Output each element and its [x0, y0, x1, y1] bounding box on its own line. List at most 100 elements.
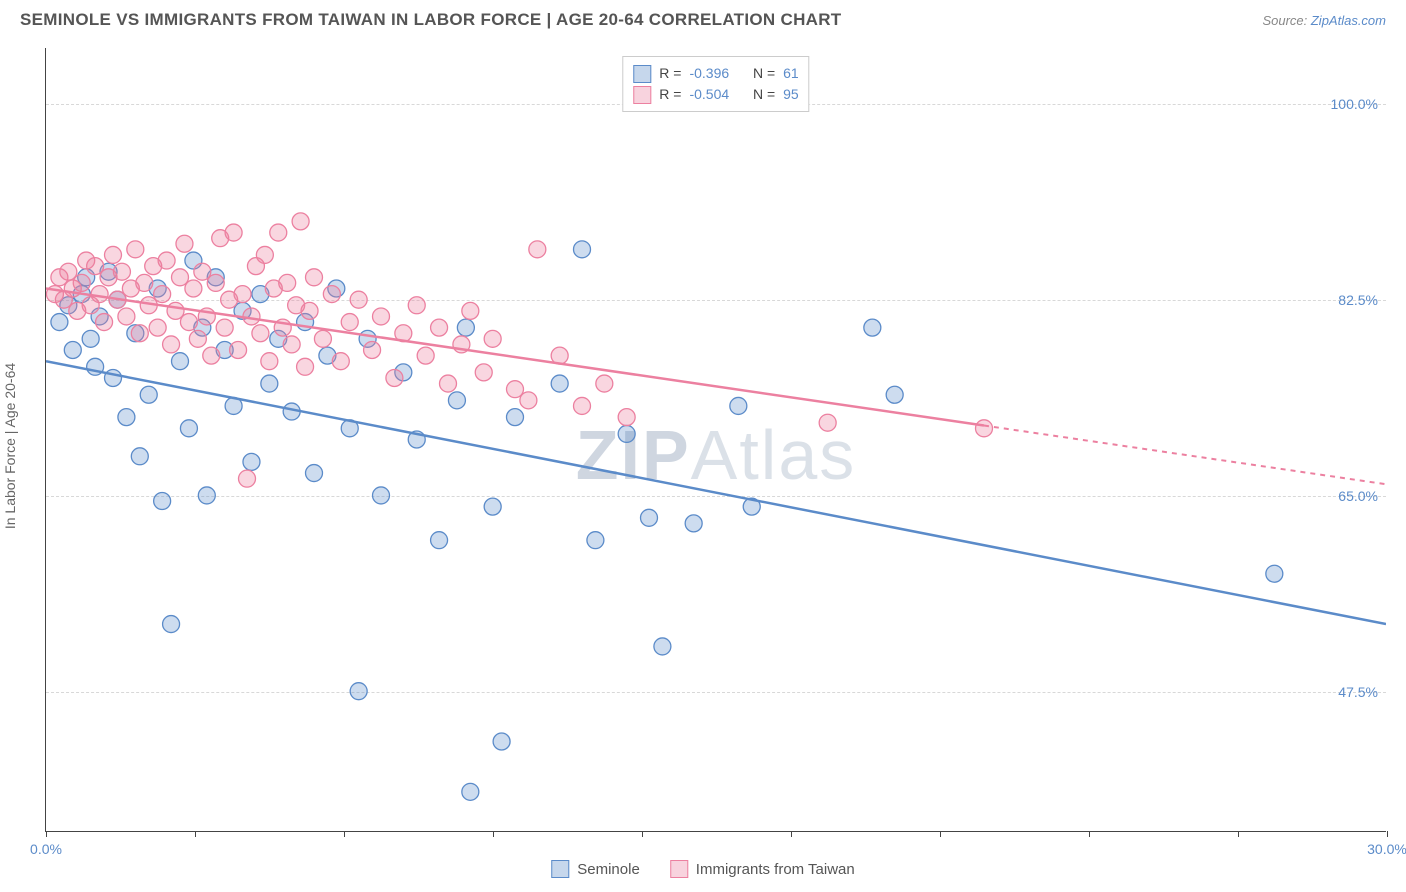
- data-point: [261, 353, 278, 370]
- data-point: [431, 532, 448, 549]
- data-point: [73, 274, 90, 291]
- data-point: [163, 616, 180, 633]
- data-point: [685, 515, 702, 532]
- data-point: [136, 274, 153, 291]
- data-point: [373, 487, 390, 504]
- data-point: [243, 453, 260, 470]
- data-point: [341, 314, 358, 331]
- data-point: [96, 314, 113, 331]
- data-point: [408, 297, 425, 314]
- legend-swatch: [551, 860, 569, 878]
- stat-r-value: -0.396: [689, 63, 729, 84]
- legend-swatch: [633, 86, 651, 104]
- source-attribution: Source: ZipAtlas.com: [1262, 13, 1386, 28]
- data-point: [462, 783, 479, 800]
- series-legend: Seminole Immigrants from Taiwan: [551, 860, 854, 878]
- data-point: [176, 235, 193, 252]
- legend-item: Seminole: [551, 860, 640, 878]
- data-point: [654, 638, 671, 655]
- data-point: [596, 375, 613, 392]
- legend-swatch: [633, 65, 651, 83]
- data-point: [457, 319, 474, 336]
- data-point: [297, 358, 314, 375]
- data-point: [131, 325, 148, 342]
- x-tick: [46, 831, 47, 837]
- chart-title: SEMINOLE VS IMMIGRANTS FROM TAIWAN IN LA…: [20, 10, 842, 30]
- data-point: [180, 420, 197, 437]
- data-point: [118, 409, 135, 426]
- stats-row: R = -0.396 N = 61: [633, 63, 798, 84]
- stats-row: R = -0.504 N = 95: [633, 84, 798, 105]
- data-point: [216, 319, 233, 336]
- data-point: [364, 342, 381, 359]
- data-point: [507, 409, 524, 426]
- x-tick-label: 30.0%: [1367, 841, 1406, 857]
- data-point: [118, 308, 135, 325]
- scatter-svg: [46, 48, 1386, 831]
- legend-swatch: [670, 860, 688, 878]
- data-point: [641, 509, 658, 526]
- data-point: [91, 286, 108, 303]
- data-point: [163, 336, 180, 353]
- data-point: [462, 302, 479, 319]
- data-point: [314, 330, 331, 347]
- data-point: [976, 420, 993, 437]
- data-point: [234, 286, 251, 303]
- data-point: [207, 274, 224, 291]
- data-point: [484, 498, 501, 515]
- data-point: [198, 487, 215, 504]
- data-point: [113, 263, 130, 280]
- data-point: [306, 465, 323, 482]
- data-point: [127, 241, 144, 258]
- chart-plot-area: ZIPAtlas R = -0.396 N = 61 R = -0.504 N …: [45, 48, 1386, 832]
- data-point: [64, 342, 81, 359]
- data-point: [301, 302, 318, 319]
- data-point: [332, 353, 349, 370]
- data-point: [730, 397, 747, 414]
- legend-item: Immigrants from Taiwan: [670, 860, 855, 878]
- data-point: [529, 241, 546, 258]
- data-point: [154, 286, 171, 303]
- data-point: [270, 224, 287, 241]
- data-point: [493, 733, 510, 750]
- data-point: [172, 353, 189, 370]
- legend-label: Immigrants from Taiwan: [696, 861, 855, 878]
- data-point: [105, 246, 122, 263]
- data-point: [283, 336, 300, 353]
- data-point: [51, 314, 68, 331]
- data-point: [180, 314, 197, 331]
- data-point: [350, 291, 367, 308]
- data-point: [417, 347, 434, 364]
- source-link[interactable]: ZipAtlas.com: [1311, 13, 1386, 28]
- data-point: [306, 269, 323, 286]
- x-tick: [1387, 831, 1388, 837]
- data-point: [131, 448, 148, 465]
- x-tick: [493, 831, 494, 837]
- data-point: [618, 409, 635, 426]
- data-point: [323, 286, 340, 303]
- data-point: [886, 386, 903, 403]
- data-point: [185, 280, 202, 297]
- data-point: [484, 330, 501, 347]
- stat-n-label: N =: [753, 63, 775, 84]
- data-point: [618, 425, 635, 442]
- data-point: [189, 330, 206, 347]
- data-point: [1266, 565, 1283, 582]
- data-point: [154, 493, 171, 510]
- data-point: [574, 397, 591, 414]
- data-point: [158, 252, 175, 269]
- x-tick: [642, 831, 643, 837]
- data-point: [819, 414, 836, 431]
- data-point: [203, 347, 220, 364]
- data-point: [252, 325, 269, 342]
- stat-n-label: N =: [753, 84, 775, 105]
- data-point: [225, 224, 242, 241]
- data-point: [448, 392, 465, 409]
- x-tick: [1238, 831, 1239, 837]
- x-tick: [1089, 831, 1090, 837]
- data-point: [239, 470, 256, 487]
- data-point: [292, 213, 309, 230]
- stats-legend-box: R = -0.396 N = 61 R = -0.504 N = 95: [622, 56, 809, 112]
- data-point: [82, 330, 99, 347]
- data-point: [230, 342, 247, 359]
